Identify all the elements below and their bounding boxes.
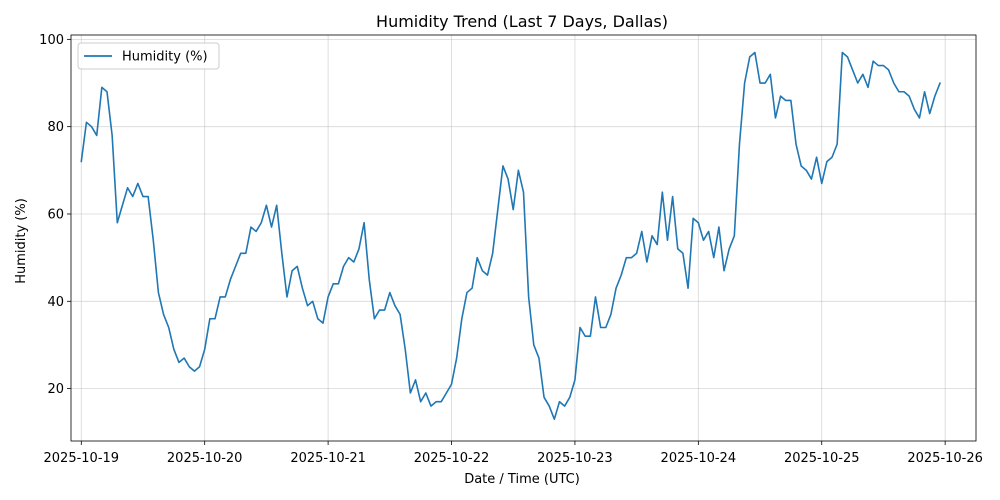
tick-layer: 20 40 60 80 100 2025-10-19 2025-10-20 2025-10-2… <box>39 33 983 466</box>
x-tick-label: 2025-10-21 <box>290 451 366 466</box>
y-tick-label: 100 <box>39 33 64 48</box>
x-tick-label: 2025-10-26 <box>907 451 983 466</box>
y-axis-label: Humidity (%) <box>14 198 29 284</box>
x-tick-label: 2025-10-25 <box>784 451 860 466</box>
x-tick-label: 2025-10-24 <box>661 451 737 466</box>
x-tick-label: 2025-10-23 <box>537 451 613 466</box>
y-tick-label: 80 <box>47 120 64 135</box>
x-tick-label: 2025-10-20 <box>167 451 243 466</box>
y-tick-label: 20 <box>47 382 64 397</box>
legend-label: Humidity (%) <box>122 50 208 65</box>
series-line-0 <box>80 51 941 420</box>
grid-layer <box>71 35 976 441</box>
x-tick-label: 2025-10-19 <box>44 451 120 466</box>
plot-frame <box>70 34 977 442</box>
line-layer <box>80 51 941 420</box>
y-tick-label: 40 <box>47 295 64 310</box>
legend-box <box>77 42 220 70</box>
x-axis-label: Date / Time (UTC) <box>464 472 580 487</box>
legend: Humidity (%) <box>77 42 220 70</box>
y-tick-label: 60 <box>47 207 64 222</box>
chart-title: Humidity Trend (Last 7 Days, Dallas) <box>376 12 668 31</box>
x-tick-label: 2025-10-22 <box>414 451 490 466</box>
